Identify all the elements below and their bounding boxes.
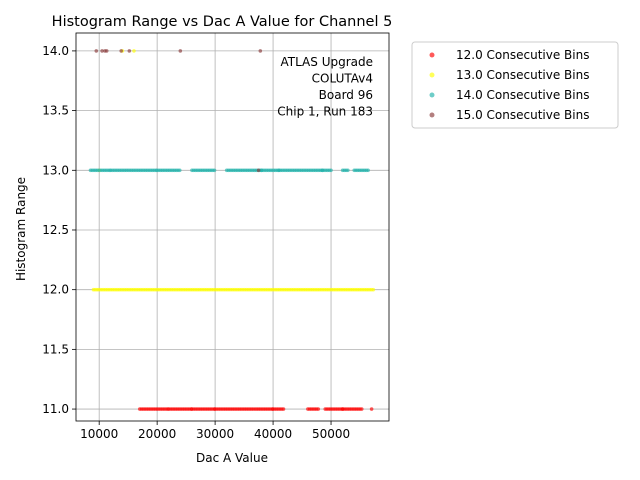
legend-marker [429,52,435,58]
series-4-point [104,49,109,53]
y-tick-label: 12.5 [42,223,69,237]
series-3-point [346,168,350,173]
y-tick-label: 13.5 [42,104,69,118]
series-4-point [127,49,132,53]
series-2-point [132,49,136,53]
legend-marker [429,112,435,118]
legend-entry: 14.0 Consecutive Bins [456,88,589,102]
chart-annotation: ATLAS Upgrade COLUTAv4 Board 96 Chip 1, Run… [277,55,373,119]
series-4-point [119,49,124,53]
series-1-point [359,407,364,411]
y-axis-label: Histogram Range [14,177,28,281]
y-tick-label: 11.0 [42,402,69,416]
x-tick-label: 30000 [196,427,234,441]
series-3-point [366,168,370,173]
y-tick-label: 12.0 [42,283,69,297]
x-axis-ticks: 10000 20000 30000 40000 50000 [80,421,350,441]
x-tick-label: 40000 [254,427,292,441]
series-3-point [329,168,333,173]
series-3-point [212,168,217,173]
legend-box [411,41,619,129]
y-tick-label: 14.0 [42,44,69,58]
legend: 12.0 Consecutive Bins 13.0 Consecutive Bi… [411,41,619,129]
legend-marker [429,72,435,78]
plot-frame [75,32,390,422]
series-1-point [369,407,374,411]
series-1-point [316,407,321,411]
legend-marker [429,92,435,98]
series-1-point [281,407,286,411]
y-tick-label: 13.0 [42,163,69,177]
annotation-line: Chip 1, Run 183 [277,105,373,119]
x-tick-label: 10000 [80,427,118,441]
chart-title: Histogram Range vs Dac A Value for Chann… [52,14,393,30]
annotation-line: COLUTAv4 [312,72,373,86]
series-4-point [100,49,104,53]
y-axis-ticks: 11.0 11.5 12.0 12.5 13.0 13.5 14.0 [42,44,76,416]
x-tick-label: 50000 [312,427,350,441]
legend-entry: 12.0 Consecutive Bins [456,48,589,62]
data-points [88,49,376,411]
x-tick-label: 20000 [138,427,176,441]
x-axis-label: Dac A Value [196,451,268,465]
annotation-line: ATLAS Upgrade [280,55,373,69]
series-4-point [256,168,261,173]
annotation-line: Board 96 [319,88,373,102]
series-4-point [94,49,99,53]
series-4-point [178,49,183,53]
series-4-point [258,49,263,53]
legend-entry: 13.0 Consecutive Bins [456,68,589,82]
y-tick-label: 11.5 [42,342,69,356]
series-2-point [371,287,376,292]
legend-entry: 15.0 Consecutive Bins [456,108,589,122]
series-3-point [177,168,182,173]
